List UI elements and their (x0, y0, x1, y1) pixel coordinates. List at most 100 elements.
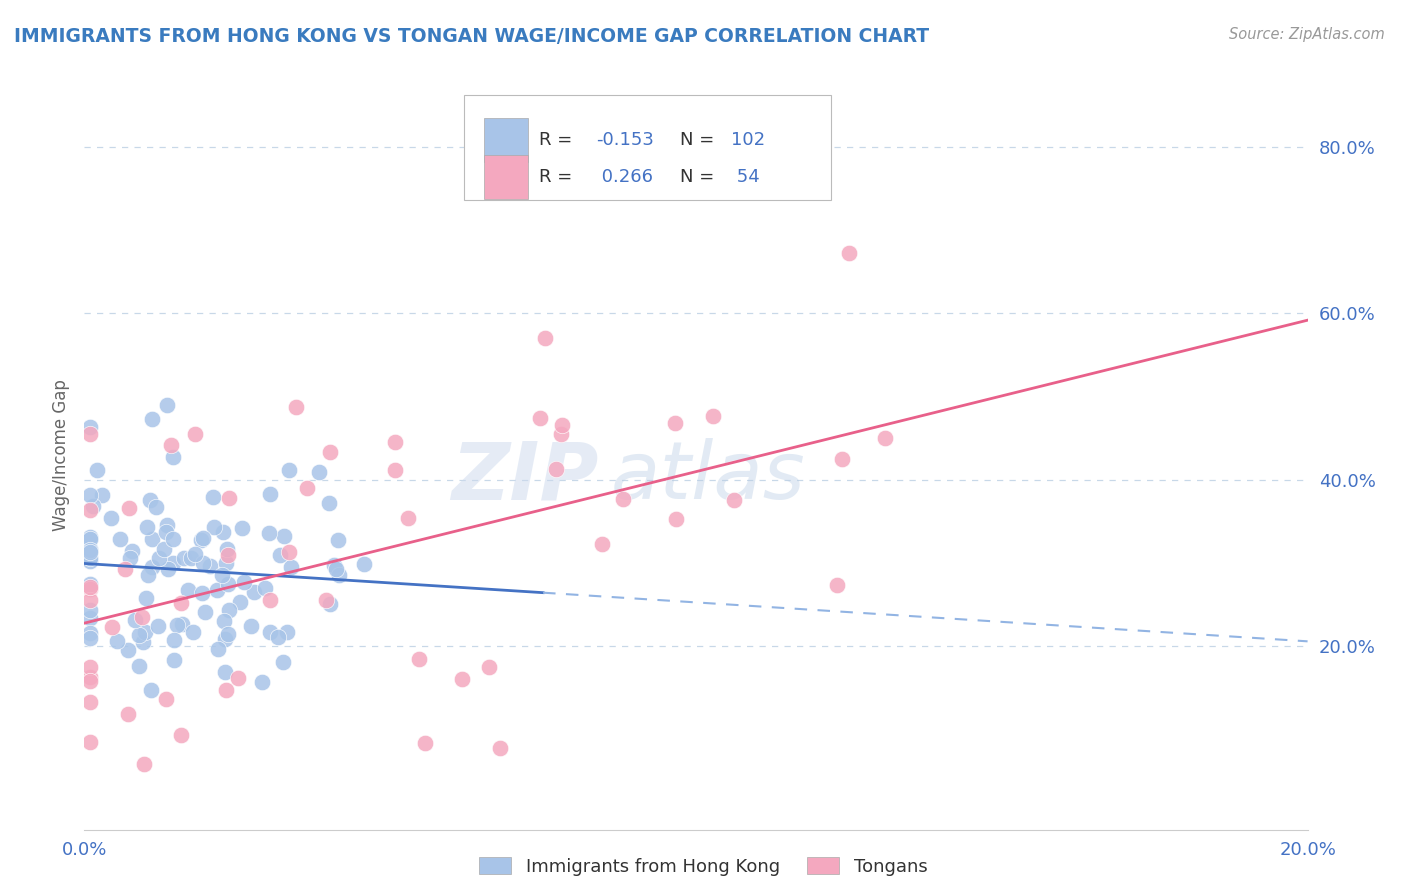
FancyBboxPatch shape (484, 155, 529, 199)
Legend: Immigrants from Hong Kong, Tongans: Immigrants from Hong Kong, Tongans (471, 850, 935, 883)
Point (79, 611, 101, 625)
Point (79, 488, 101, 502)
Point (79, 532, 101, 546)
Point (79, 670, 101, 684)
Point (226, 671, 249, 685)
Point (211, 567, 233, 582)
Point (180, 551, 202, 566)
Point (408, 651, 430, 665)
Point (212, 525, 235, 540)
Point (194, 605, 217, 619)
Point (217, 627, 239, 641)
Point (162, 532, 184, 546)
Text: R =: R = (540, 131, 578, 149)
Point (170, 728, 193, 742)
Point (79, 593, 101, 607)
Point (121, 544, 143, 558)
Point (215, 557, 238, 571)
Point (138, 568, 160, 582)
Point (79, 532, 101, 546)
Point (162, 450, 184, 464)
Point (135, 519, 157, 533)
Point (79, 542, 101, 557)
Point (325, 562, 347, 576)
Point (212, 614, 235, 628)
Point (207, 641, 229, 656)
Point (215, 683, 238, 698)
Point (162, 556, 184, 570)
Point (612, 492, 634, 507)
Point (550, 426, 572, 441)
Point (163, 653, 186, 667)
Text: R =: R = (540, 168, 578, 186)
Point (79, 554, 101, 568)
Point (243, 584, 266, 599)
Point (273, 655, 295, 669)
Point (193, 557, 215, 571)
Point (489, 741, 512, 756)
Point (132, 635, 155, 649)
Point (117, 643, 139, 657)
Text: N =: N = (681, 168, 720, 186)
Point (177, 583, 200, 598)
Point (79, 581, 101, 595)
Point (107, 634, 129, 648)
Point (229, 594, 252, 608)
Point (267, 630, 290, 644)
Point (384, 435, 406, 450)
Point (396, 510, 419, 524)
Point (79, 420, 101, 434)
Point (231, 521, 253, 535)
Point (90, 488, 112, 502)
FancyBboxPatch shape (484, 119, 529, 161)
Point (278, 463, 301, 477)
Point (100, 511, 122, 525)
Point (79, 695, 101, 709)
Point (79, 582, 101, 596)
Point (723, 492, 745, 507)
Point (118, 501, 141, 516)
Point (114, 562, 136, 576)
Point (124, 613, 146, 627)
Point (217, 542, 239, 557)
Point (328, 567, 350, 582)
Point (110, 532, 132, 546)
Text: -0.153: -0.153 (596, 131, 654, 149)
Point (148, 550, 170, 565)
Point (100, 620, 122, 634)
Point (295, 481, 318, 495)
Point (141, 532, 163, 546)
Point (825, 578, 848, 592)
Text: IMMIGRANTS FROM HONG KONG VS TONGAN WAGE/INCOME GAP CORRELATION CHART: IMMIGRANTS FROM HONG KONG VS TONGAN WAGE… (14, 27, 929, 45)
Point (318, 496, 340, 510)
Point (131, 609, 153, 624)
Point (591, 537, 613, 551)
Point (384, 463, 406, 477)
Point (308, 465, 330, 479)
Point (529, 411, 551, 425)
Point (156, 398, 179, 412)
Point (169, 596, 191, 610)
Point (79, 602, 101, 616)
Point (141, 560, 163, 574)
Y-axis label: Wage/Income Gap: Wage/Income Gap (52, 379, 70, 531)
Point (82, 499, 104, 513)
Point (170, 616, 193, 631)
Point (269, 549, 291, 563)
Point (551, 417, 574, 432)
Point (128, 628, 150, 642)
Point (315, 593, 337, 607)
Point (139, 492, 162, 507)
Point (190, 533, 212, 547)
Point (202, 520, 225, 534)
Point (134, 624, 156, 639)
Point (217, 549, 239, 563)
Point (218, 603, 240, 617)
Point (148, 619, 170, 633)
Point (323, 558, 346, 573)
Point (118, 551, 141, 566)
Point (135, 591, 157, 606)
Point (166, 617, 188, 632)
Point (318, 445, 340, 459)
Point (79, 545, 101, 559)
